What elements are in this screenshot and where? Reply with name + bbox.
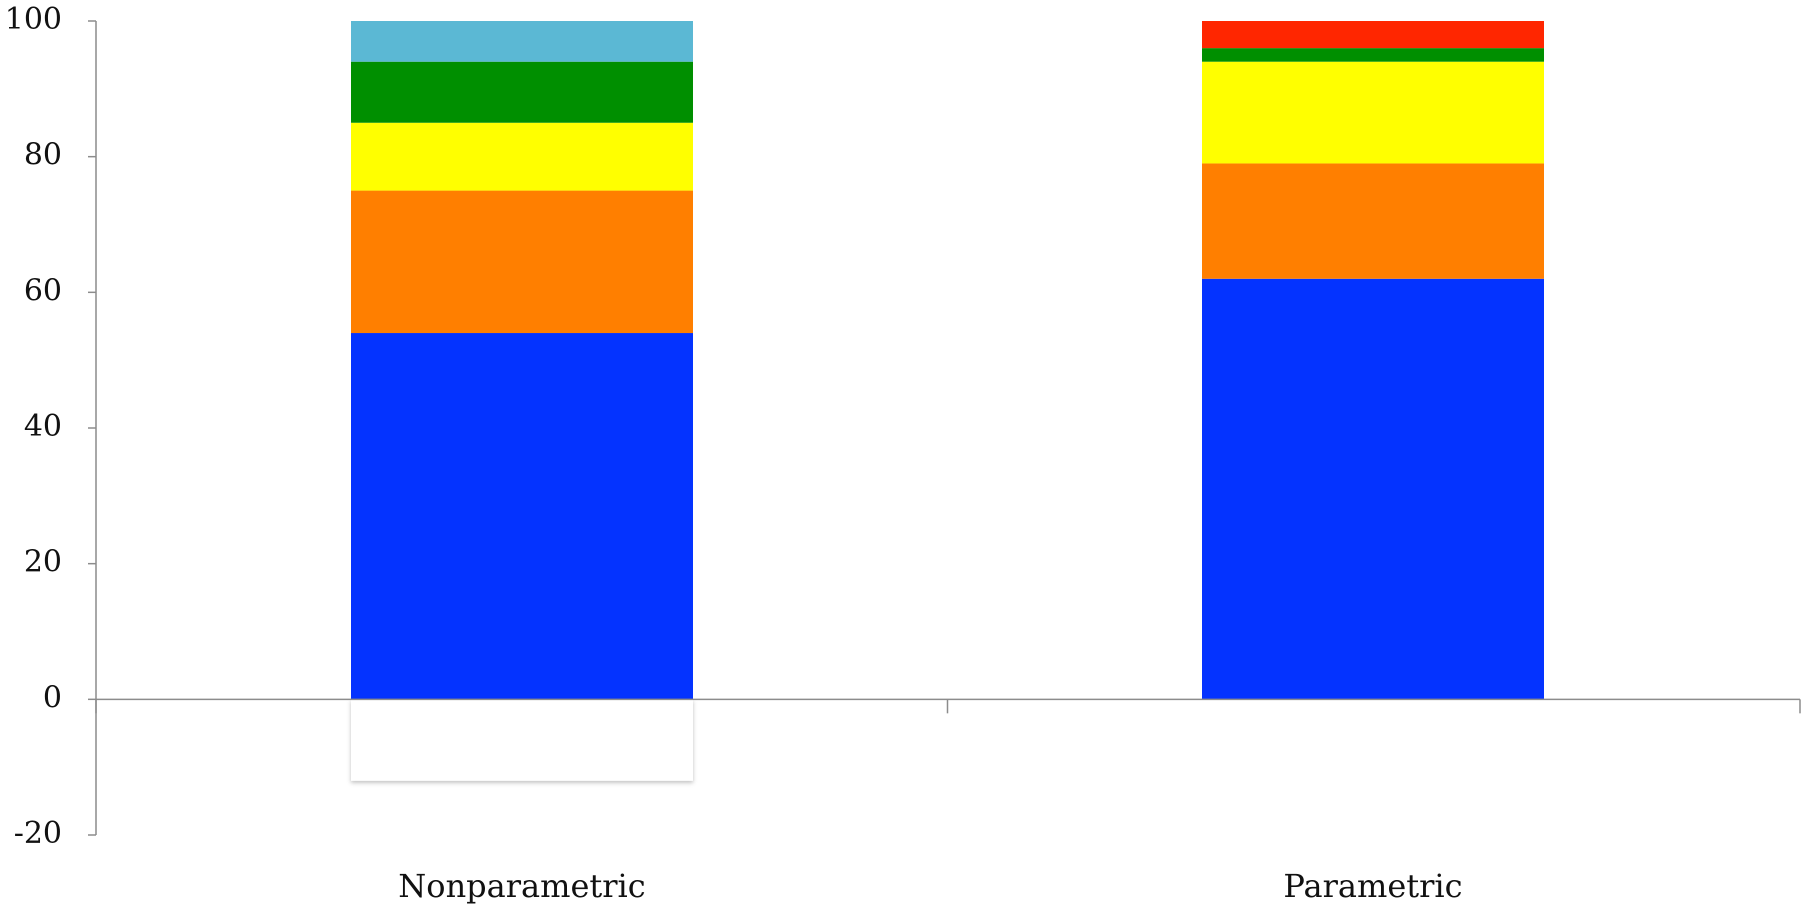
- bar-segment: [1202, 48, 1544, 62]
- bar-segment: [1202, 278, 1544, 700]
- axes-layer: [88, 20, 1801, 836]
- bar-segment: [1202, 163, 1544, 279]
- y-tick-label: 80: [24, 138, 62, 173]
- bar-segment: [1202, 61, 1544, 164]
- y-tick-label: -20: [14, 816, 62, 851]
- labels-layer: -20 0 20 40 60 80 100 Nonparametric Parametric: [5, 2, 1463, 905]
- bars-layer: [351, 21, 1544, 781]
- bar-segment: [351, 190, 693, 334]
- bar-stack: [1202, 21, 1544, 700]
- bar-segment: [351, 333, 693, 700]
- bar-segment: [351, 61, 693, 123]
- x-category-label: Nonparametric: [398, 867, 645, 905]
- y-tick-label: 0: [43, 680, 62, 715]
- y-tick-label: 20: [24, 545, 62, 580]
- bar-segment: [351, 122, 693, 191]
- x-category-label: Parametric: [1283, 867, 1462, 905]
- y-tick-label: 100: [5, 2, 62, 37]
- bar-segment: [351, 21, 693, 62]
- bar-segment: [1202, 21, 1544, 49]
- bar-stack: [351, 21, 693, 781]
- y-tick-label: 60: [24, 273, 62, 308]
- bar-segment: [351, 699, 693, 781]
- y-tick-label: 40: [24, 409, 62, 444]
